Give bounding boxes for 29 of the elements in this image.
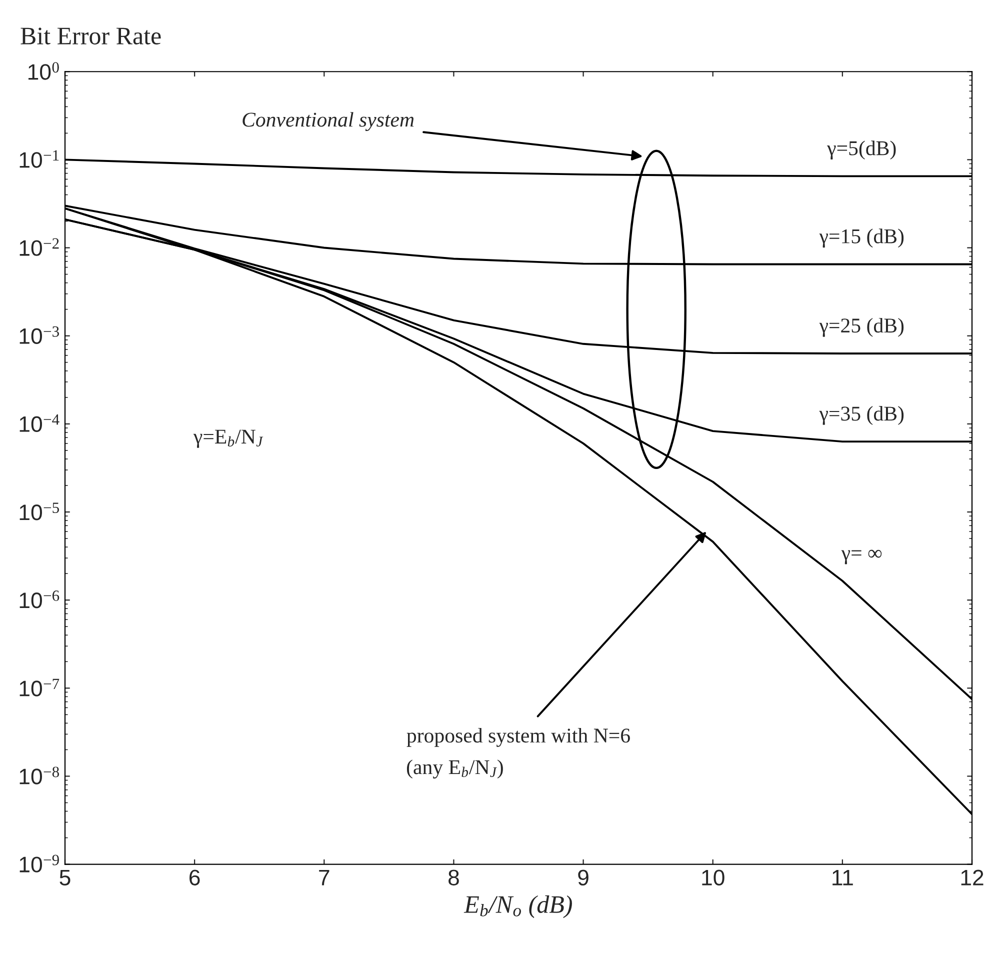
y-axis-title: Bit Error Rate xyxy=(20,28,161,44)
y-tick-label: 10$^{−4}$ xyxy=(20,414,60,432)
y-tick-label: 10$^{−6}$ xyxy=(20,590,60,608)
series-label: γ=5(dB) xyxy=(827,140,896,160)
y-tick-label: 10$^{−3}$ xyxy=(20,326,59,344)
annotation: (any E$_{b}$/N$_{J}$) xyxy=(406,760,503,779)
y-tick-label: 10$^{−5}$ xyxy=(20,502,59,520)
x-tick-label: 7 xyxy=(319,870,330,886)
series-label: γ=15 (dB) xyxy=(819,228,904,248)
x-axis-title: E$_{b}$/N$_{o}$ (dB) xyxy=(464,895,572,918)
series-label: γ=35 (dB) xyxy=(819,406,904,425)
y-tick-label: 10$^{−1}$ xyxy=(20,150,59,168)
y-tick-label: 10$^{−8}$ xyxy=(20,766,59,784)
annotation: proposed system with N=6 xyxy=(406,728,630,747)
series-label: γ= ∞ xyxy=(841,550,882,564)
series-label: γ=25 (dB) xyxy=(819,318,904,337)
x-tick-label: 8 xyxy=(448,870,459,886)
x-tick-label: 11 xyxy=(832,870,853,886)
x-tick-label: 5 xyxy=(60,870,70,886)
annotation: Conventional system xyxy=(242,112,414,132)
y-tick-label: 10$^{−9}$ xyxy=(20,854,59,872)
y-tick-label: 10$^{0}$ xyxy=(28,62,59,80)
x-tick-label: 12 xyxy=(961,870,984,886)
x-tick-label: 10 xyxy=(702,870,724,886)
y-tick-label: 10$^{−2}$ xyxy=(20,238,59,256)
annotation: γ=E$_{b}$/N$_{J}$ xyxy=(193,430,264,448)
y-tick-label: 10$^{−7}$ xyxy=(20,678,60,696)
x-tick-label: 9 xyxy=(578,870,588,886)
x-tick-label: 6 xyxy=(190,870,200,886)
